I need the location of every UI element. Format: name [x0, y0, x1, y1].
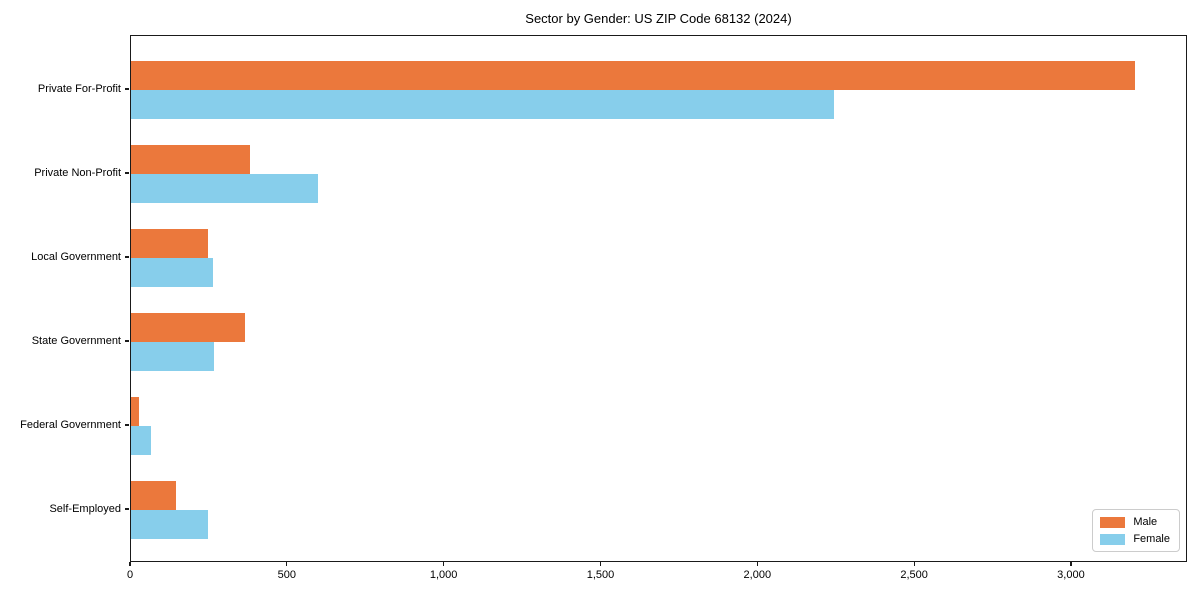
x-tick-label: 0 [126, 569, 134, 581]
x-tick-label: 1,500 [586, 569, 615, 581]
bar-female-4 [131, 342, 214, 371]
y-tick-mark [125, 172, 129, 174]
bar-male-2 [131, 145, 250, 174]
x-tick-label: 3,000 [1057, 569, 1085, 581]
x-tick-label: 2,000 [743, 569, 772, 581]
x-tick-mark [756, 562, 758, 566]
x-tick-mark [599, 562, 602, 566]
y-tick-mark [125, 256, 129, 258]
plot-area: Male Female [130, 35, 1187, 562]
x-tick-mark [443, 562, 445, 566]
bar-female-3 [131, 258, 213, 287]
y-tick-label: Federal Government [20, 419, 121, 431]
y-tick-label: Private Non-Profit [34, 167, 121, 179]
legend-label: Female [1133, 533, 1170, 545]
bar-female-1 [131, 90, 834, 119]
legend-item-female: Female [1100, 533, 1170, 545]
female-legend-swatch [1100, 533, 1126, 545]
legend: Male Female [1092, 509, 1180, 552]
bar-female-6 [131, 510, 208, 539]
legend-item-male: Male [1100, 516, 1170, 528]
x-tick-label: 2,500 [900, 569, 928, 581]
y-tick-mark [125, 424, 129, 426]
y-tick-label: Private For-Profit [37, 83, 121, 95]
x-tick-mark [913, 562, 915, 566]
male-legend-swatch [1100, 516, 1126, 528]
x-tick-mark [1070, 562, 1072, 566]
x-tick-label: 1,000 [429, 569, 458, 581]
bar-male-3 [131, 229, 208, 258]
bar-male-4 [131, 313, 245, 342]
x-tick-mark [286, 562, 288, 566]
y-tick-label: State Government [31, 335, 121, 347]
y-tick-mark [125, 88, 129, 90]
x-tick-label: 500 [277, 569, 296, 581]
bar-male-1 [131, 61, 1135, 90]
bar-male-6 [131, 481, 176, 510]
bar-male-5 [131, 397, 139, 426]
bar-female-5 [131, 426, 151, 455]
y-tick-mark [125, 508, 129, 510]
legend-label: Male [1133, 516, 1158, 528]
y-tick-mark [125, 340, 129, 342]
x-tick-mark [129, 562, 131, 566]
y-tick-label: Local Government [31, 251, 121, 263]
y-tick-label: Self-Employed [49, 503, 121, 515]
chart-title: Sector by Gender: US ZIP Code 68132 (202… [525, 11, 792, 26]
bar-female-2 [131, 174, 318, 203]
